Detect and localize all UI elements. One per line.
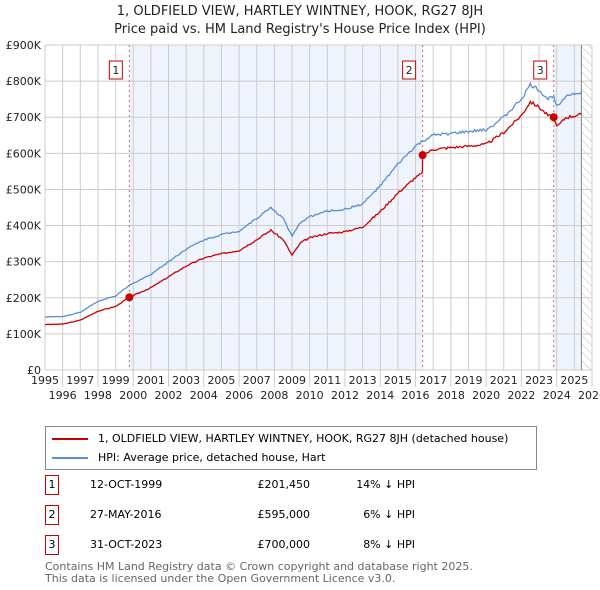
x-tick-label: 2010 [296, 389, 324, 402]
y-tick-label: £900K [6, 39, 42, 52]
sale-hpi: 8% ↓ HPI [363, 538, 415, 551]
x-tick-label: 2000 [119, 389, 147, 402]
sale-label-box [108, 60, 123, 80]
sale-marker: 1 [45, 475, 59, 495]
footer: Contains HM Land Registry data © Crown c… [45, 561, 473, 585]
x-tick-label: 1997 [66, 374, 94, 387]
sale-hpi: 6% ↓ HPI [363, 508, 415, 521]
sale-point [418, 151, 427, 160]
sale-date: 31-OCT-2023 [90, 538, 163, 551]
y-tick-label: £800K [6, 75, 42, 88]
x-tick-label: 2021 [490, 374, 518, 387]
x-tick-label: 2024 [543, 389, 571, 402]
forecast-hatch [581, 45, 592, 370]
y-tick-label: £700K [6, 111, 42, 124]
x-tick-label: 2011 [313, 374, 341, 387]
y-tick-label: £300K [6, 256, 42, 269]
x-tick-label: 2007 [243, 374, 271, 387]
sale-point [125, 293, 134, 302]
property-price-line [45, 100, 582, 326]
y-tick-label: £0 [27, 364, 41, 377]
legend-blue-line [52, 456, 88, 459]
sale-label-box [533, 60, 548, 80]
sale-row: 1 12-OCT-1999 £201,450 14% ↓ HPI [45, 475, 415, 495]
sale-price: £201,450 [257, 478, 311, 491]
sale-date: 12-OCT-1999 [90, 478, 163, 491]
legend-red-line [52, 437, 88, 440]
legend-property: 1, OLDFIELD VIEW, HARTLEY WINTNEY, HOOK,… [98, 432, 509, 445]
x-tick-label: 2003 [172, 374, 200, 387]
sale-marker: 2 [45, 505, 59, 525]
x-tick-label: 2016 [402, 389, 430, 402]
chart-title: 1, OLDFIELD VIEW, HARTLEY WINTNEY, HOOK,… [116, 4, 484, 19]
sale-row: 3 31-OCT-2023 £700,000 8% ↓ HPI [45, 535, 415, 555]
x-tick-label: 2023 [525, 374, 553, 387]
x-tick-label: 2001 [137, 374, 165, 387]
x-tick-label: 1998 [84, 389, 112, 402]
shaded-period [129, 45, 423, 370]
legend: 1, OLDFIELD VIEW, HARTLEY WINTNEY, HOOK,… [45, 426, 537, 470]
x-tick-label: 2018 [437, 389, 465, 402]
sale-hpi: 14% ↓ HPI [356, 478, 415, 491]
x-tick-label: 2002 [155, 389, 183, 402]
y-tick-label: £100K [6, 328, 42, 341]
x-tick-label: 2014 [366, 389, 394, 402]
chart-subtitle: Price paid vs. HM Land Registry's House … [114, 22, 486, 37]
y-tick-label: £400K [6, 220, 42, 233]
sale-label: 1 [112, 64, 119, 77]
x-tick-label: 2004 [190, 389, 218, 402]
sale-point [549, 113, 558, 122]
sale-label: 2 [406, 64, 413, 77]
footer-line-2: This data is licensed under the Open Gov… [45, 572, 396, 585]
x-tick-label: 1996 [49, 389, 77, 402]
sale-price: £700,000 [257, 538, 311, 551]
y-tick-label: £600K [6, 147, 42, 160]
x-tick-label: 2017 [419, 374, 447, 387]
x-tick-label: 2020 [472, 389, 500, 402]
x-tick-label: 2025 [560, 374, 588, 387]
x-tick-label: 2012 [331, 389, 359, 402]
sale-row: 2 27-MAY-2016 £595,000 6% ↓ HPI [45, 505, 415, 525]
sale-label-box [402, 60, 417, 80]
x-tick-label: 2009 [278, 374, 306, 387]
sale-label: 3 [537, 64, 544, 77]
x-tick-label: 2019 [454, 374, 482, 387]
x-tick-label: 1999 [102, 374, 130, 387]
y-tick-label: £500K [6, 183, 42, 196]
x-tick-label: 1995 [31, 374, 59, 387]
x-tick-label: 2005 [207, 374, 235, 387]
x-tick-label: 2026 [578, 389, 600, 402]
sale-price: £595,000 [257, 508, 311, 521]
price-chart: 1995 1996 1997 1998 1999 2000 2001 2002 2003 2004… [6, 39, 600, 402]
shaded-period [553, 45, 582, 370]
footer-line-1: Contains HM Land Registry data © Crown c… [45, 560, 473, 573]
sale-date: 27-MAY-2016 [90, 508, 162, 521]
x-tick-label: 2006 [225, 389, 253, 402]
legend-hpi: HPI: Average price, detached house, Hart [98, 451, 326, 464]
hpi-line [45, 81, 582, 318]
x-tick-label: 2022 [507, 389, 535, 402]
sale-marker: 3 [45, 535, 59, 555]
y-tick-label: £200K [6, 292, 42, 305]
x-tick-label: 2008 [260, 389, 288, 402]
x-tick-label: 2015 [384, 374, 412, 387]
x-tick-label: 2013 [349, 374, 377, 387]
